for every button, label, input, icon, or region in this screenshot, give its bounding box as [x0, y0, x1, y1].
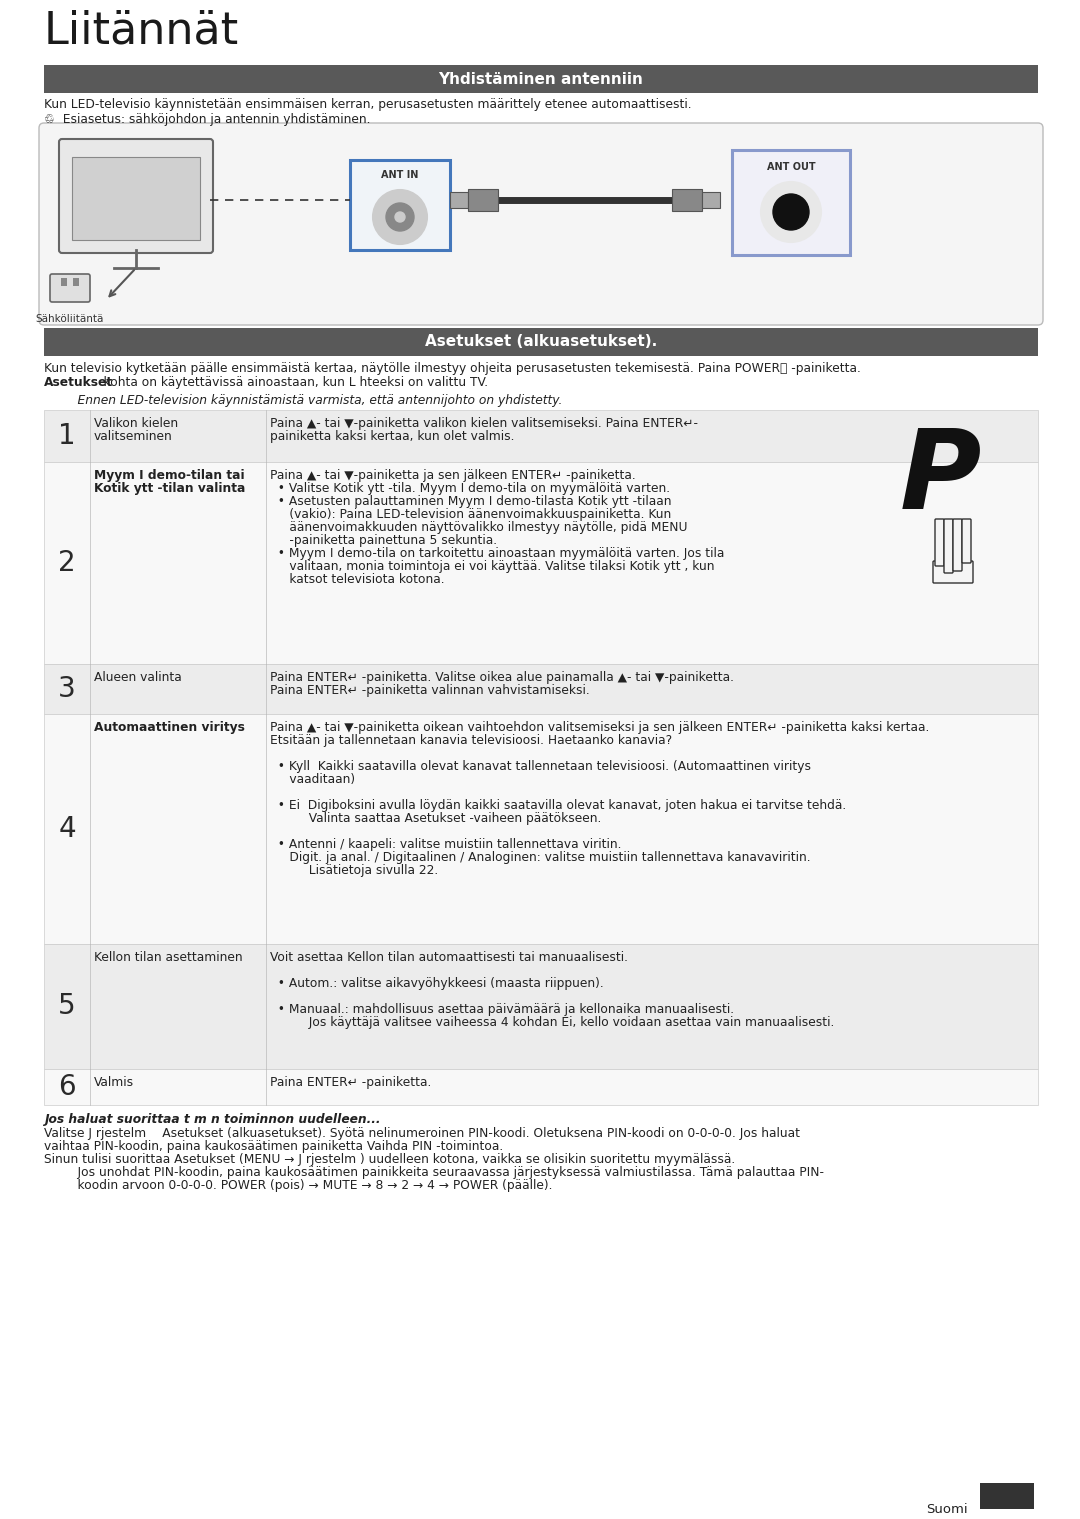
Text: Asetukset: Asetukset: [44, 377, 113, 389]
Text: Paina ENTER↵ -painiketta.: Paina ENTER↵ -painiketta.: [270, 1075, 431, 1089]
Text: Lisätietoja sivulla 22.: Lisätietoja sivulla 22.: [270, 864, 438, 876]
Circle shape: [395, 213, 405, 222]
Text: äänenvoimakkuuden näyttövalikko ilmestyy näytölle, pidä MENU: äänenvoimakkuuden näyttövalikko ilmestyy…: [270, 521, 688, 535]
Text: -painiketta painettuna 5 sekuntia.: -painiketta painettuna 5 sekuntia.: [270, 535, 497, 547]
Text: Valitse J rjestelm  Asetukset (alkuasetukset). Syötä nelinumeroinen PIN-koodi. O: Valitse J rjestelm Asetukset (alkuasetuk…: [44, 1127, 800, 1139]
Text: Myym I demo-tilan tai: Myym I demo-tilan tai: [94, 469, 245, 482]
Text: Asetukset (alkuasetukset).: Asetukset (alkuasetukset).: [424, 334, 657, 349]
Text: Paina ▲- tai ▼-painiketta oikean vaihtoehdon valitsemiseksi ja sen jälkeen ENTER: Paina ▲- tai ▼-painiketta oikean vaihtoe…: [270, 722, 930, 734]
Text: vaaditaan): vaaditaan): [270, 773, 355, 785]
Bar: [732, 150, 850, 255]
Text: Paina ▲- tai ▼-painiketta valikon kielen valitsemiseksi. Paina ENTER↵-: Paina ▲- tai ▼-painiketta valikon kielen…: [270, 418, 698, 430]
FancyBboxPatch shape: [953, 519, 962, 571]
Text: Valmis: Valmis: [94, 1075, 134, 1089]
Bar: [44, 65, 1038, 93]
Text: Sähköliitäntä: Sähköliitäntä: [36, 314, 104, 324]
FancyBboxPatch shape: [50, 273, 90, 302]
Circle shape: [386, 204, 414, 231]
Text: Voit asettaa Kellon tilan automaattisesti tai manuaalisesti.: Voit asettaa Kellon tilan automaattisest…: [270, 951, 627, 965]
FancyBboxPatch shape: [962, 519, 971, 564]
Bar: [468, 188, 498, 211]
Text: Paina ▲- tai ▼-painiketta ja sen jälkeen ENTER↵ -painiketta.: Paina ▲- tai ▼-painiketta ja sen jälkeen…: [270, 469, 636, 482]
Text: Jos käyttäjä valitsee vaiheessa 4 kohdan Ei, kello voidaan asettaa vain manuaali: Jos käyttäjä valitsee vaiheessa 4 kohdan…: [270, 1016, 835, 1028]
Text: ANT IN: ANT IN: [381, 170, 419, 179]
Text: Automaattinen viritys: Automaattinen viritys: [94, 722, 245, 734]
Text: Suomi: Suomi: [927, 1502, 968, 1516]
Bar: [44, 328, 1038, 355]
Text: vaihtaa PIN-koodin, paina kaukosäätimen painiketta Vaihda PIN -toimintoa.: vaihtaa PIN-koodin, paina kaukosäätimen …: [44, 1139, 503, 1153]
Text: Kun televisio kytketään päälle ensimmäistä kertaa, näytölle ilmestyy ohjeita per: Kun televisio kytketään päälle ensimmäis…: [44, 362, 861, 375]
FancyBboxPatch shape: [59, 140, 213, 254]
Text: valitseminen: valitseminen: [94, 430, 173, 444]
Text: Paina ENTER↵ -painiketta. Valitse oikea alue painamalla ▲- tai ▼-painiketta.: Paina ENTER↵ -painiketta. Valitse oikea …: [270, 671, 734, 684]
Bar: [44, 462, 1038, 664]
Bar: [44, 943, 1038, 1069]
Text: 5: 5: [58, 992, 76, 1019]
Text: Etsitään ja tallennetaan kanavia televisioosi. Haetaanko kanavia?: Etsitään ja tallennetaan kanavia televis…: [270, 734, 672, 747]
Text: • Manuaal.: mahdollisuus asettaa päivämäärä ja kellonaika manuaalisesti.: • Manuaal.: mahdollisuus asettaa päivämä…: [270, 1003, 734, 1016]
FancyBboxPatch shape: [944, 519, 953, 573]
FancyBboxPatch shape: [933, 561, 973, 583]
Text: 1: 1: [58, 422, 76, 450]
Text: valitaan, monia toimintoja ei voi käyttää. Valitse tilaksi Kotik ytt , kun: valitaan, monia toimintoja ei voi käyttä…: [270, 561, 715, 573]
Text: Digit. ja anal. / Digitaalinen / Analoginen: valitse muistiin tallennettava kana: Digit. ja anal. / Digitaalinen / Analogi…: [270, 851, 811, 864]
Text: Kotik ytt -tilan valinta: Kotik ytt -tilan valinta: [94, 482, 245, 495]
Bar: [450, 191, 468, 208]
Text: Valikon kielen: Valikon kielen: [94, 418, 178, 430]
Text: Liitännät: Liitännät: [44, 11, 240, 53]
Text: Sinun tulisi suorittaa Asetukset (MENU → J rjestelm ) uudelleen kotona, vaikka s: Sinun tulisi suorittaa Asetukset (MENU →…: [44, 1153, 735, 1167]
Bar: [60, 278, 67, 286]
Text: ♲  Esiasetus: sähköjohdon ja antennin yhdistäminen.: ♲ Esiasetus: sähköjohdon ja antennin yhd…: [44, 112, 370, 126]
Text: (vakio): Paina LED-television äänenvoimakkuuspainiketta. Kun: (vakio): Paina LED-television äänenvoima…: [270, 507, 672, 521]
Text: 14: 14: [994, 1513, 1021, 1519]
Text: • Antenni / kaapeli: valitse muistiin tallennettava viritin.: • Antenni / kaapeli: valitse muistiin ta…: [270, 838, 621, 851]
Text: Kellon tilan asettaminen: Kellon tilan asettaminen: [94, 951, 243, 965]
Text: katsot televisiota kotona.: katsot televisiota kotona.: [270, 573, 445, 586]
Circle shape: [773, 194, 809, 229]
Text: • Valitse Kotik ytt -tila. Myym I demo-tila on myymälöitä varten.: • Valitse Kotik ytt -tila. Myym I demo-t…: [270, 482, 670, 495]
Text: • Asetusten palauttaminen Myym I demo-tilasta Kotik ytt -tilaan: • Asetusten palauttaminen Myym I demo-ti…: [270, 495, 672, 507]
Text: Valinta saattaa Asetukset -vaiheen päätökseen.: Valinta saattaa Asetukset -vaiheen päätö…: [270, 813, 602, 825]
Text: painiketta kaksi kertaa, kun olet valmis.: painiketta kaksi kertaa, kun olet valmis…: [270, 430, 514, 444]
Bar: [44, 410, 1038, 462]
Text: • Autom.: valitse aikavyöhykkeesi (maasta riippuen).: • Autom.: valitse aikavyöhykkeesi (maast…: [270, 977, 604, 990]
Text: • Myym I demo-tila on tarkoitettu ainoastaan myymälöitä varten. Jos tila: • Myym I demo-tila on tarkoitettu ainoas…: [270, 547, 725, 561]
FancyBboxPatch shape: [935, 519, 944, 567]
Text: Jos haluat suorittaa t m n toiminnon uudelleen...: Jos haluat suorittaa t m n toiminnon uud…: [44, 1113, 380, 1126]
Bar: [44, 664, 1038, 714]
Bar: [350, 159, 450, 251]
Bar: [73, 278, 79, 286]
Text: • Ei  Digiboksini avulla löydän kaikki saatavilla olevat kanavat, joten hakua ei: • Ei Digiboksini avulla löydän kaikki sa…: [270, 799, 847, 813]
Text: P: P: [900, 425, 982, 532]
Text: 4: 4: [58, 816, 76, 843]
Text: -kohta on käytettävissä ainoastaan, kun L hteeksi on valittu TV.: -kohta on käytettävissä ainoastaan, kun …: [99, 377, 488, 389]
Bar: [672, 188, 702, 211]
Text: Yhdistäminen antenniin: Yhdistäminen antenniin: [438, 71, 644, 87]
Text: Ennen LED-television käynnistämistä varmista, että antennijohto on yhdistetty.: Ennen LED-television käynnistämistä varm…: [62, 393, 563, 407]
Text: Jos unohdat PIN-koodin, paina kaukosäätimen painikkeita seuraavassa järjestykses: Jos unohdat PIN-koodin, paina kaukosääti…: [62, 1167, 824, 1179]
Text: 6: 6: [58, 1072, 76, 1101]
Text: Alueen valinta: Alueen valinta: [94, 671, 181, 684]
Bar: [980, 1483, 1034, 1508]
Circle shape: [373, 190, 427, 245]
Text: ANT OUT: ANT OUT: [767, 163, 815, 172]
Text: Kun LED-televisio käynnistetään ensimmäisen kerran, perusasetusten määrittely et: Kun LED-televisio käynnistetään ensimmäi…: [44, 99, 691, 111]
Bar: [44, 1069, 1038, 1104]
Bar: [72, 156, 200, 240]
Text: • Kyll  Kaikki saatavilla olevat kanavat tallennetaan televisioosi. (​Automaatti: • Kyll Kaikki saatavilla olevat kanavat …: [270, 760, 811, 773]
FancyBboxPatch shape: [39, 123, 1043, 325]
Bar: [702, 191, 720, 208]
Circle shape: [761, 182, 821, 242]
Text: Paina ENTER↵ -painiketta valinnan vahvistamiseksi.: Paina ENTER↵ -painiketta valinnan vahvis…: [270, 684, 590, 697]
Bar: [44, 714, 1038, 943]
Text: 2: 2: [58, 548, 76, 577]
Text: 3: 3: [58, 674, 76, 703]
Text: koodin arvoon 0-0-0-0. POWER (pois) → MUTE → 8 → 2 → 4 → POWER (päälle).: koodin arvoon 0-0-0-0. POWER (pois) → MU…: [62, 1179, 553, 1192]
